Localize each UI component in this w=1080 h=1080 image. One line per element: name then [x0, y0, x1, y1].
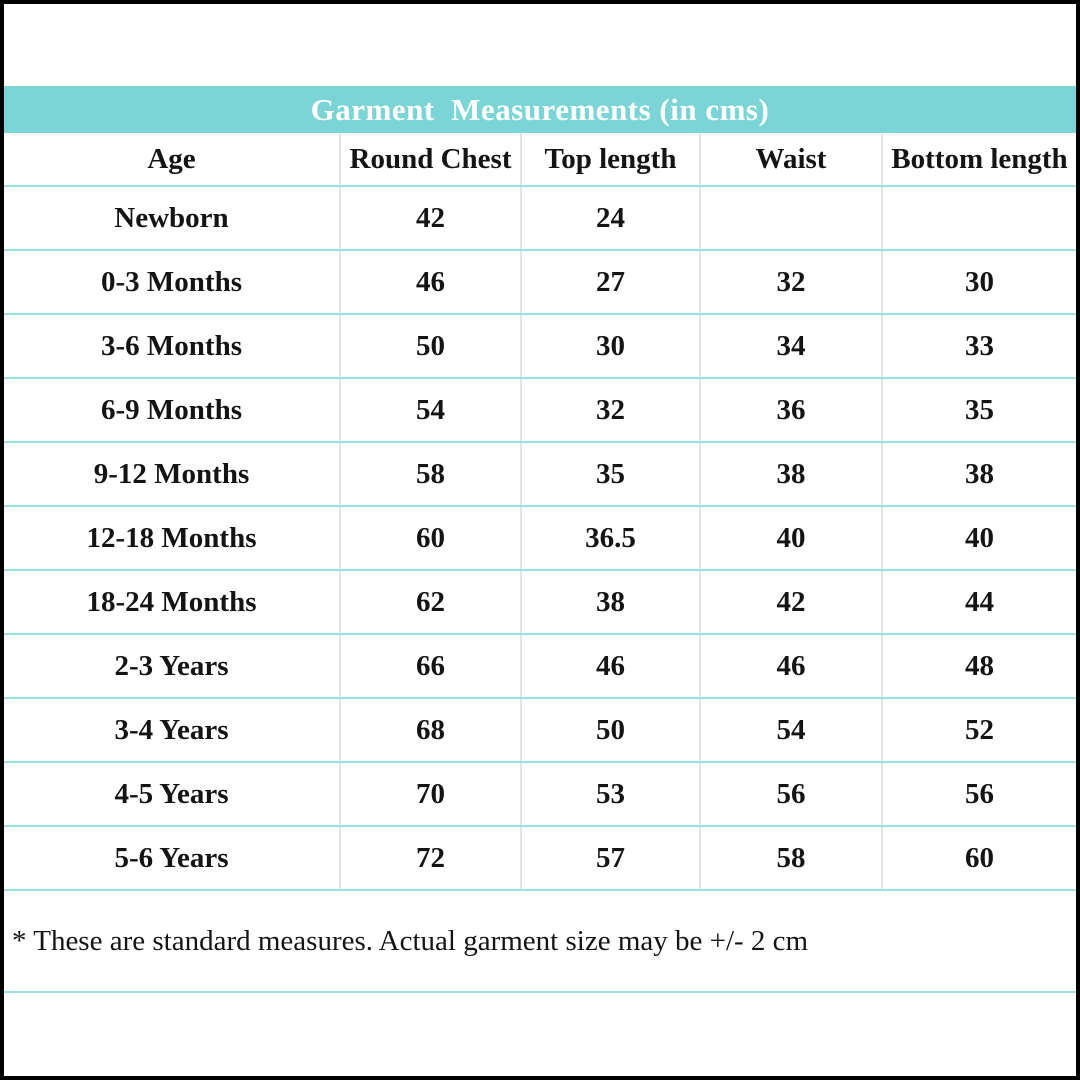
- waist-cell: [699, 187, 881, 249]
- bottom-length-cell: 60: [881, 827, 1076, 889]
- age-cell: 3-4 Years: [114, 713, 229, 746]
- table-row: Newborn 42 24: [4, 187, 1076, 251]
- table-row: 6-9 Months 54 32 36 35: [4, 379, 1076, 443]
- table-row: 3-4 Years 68 50 54 52: [4, 699, 1076, 763]
- top-length-cell: 24: [520, 187, 699, 249]
- bottom-length-cell: 38: [881, 443, 1076, 505]
- column-header-age: Age: [147, 142, 196, 175]
- measurements-table: Age Round Chest Top length Waist Bottom …: [4, 133, 1076, 993]
- table-row: 12-18 Months 60 36.5 40 40: [4, 507, 1076, 571]
- bottom-length-cell: 35: [881, 379, 1076, 441]
- bottom-length-cell: 30: [881, 251, 1076, 313]
- column-header-bottom-length: Bottom length: [881, 133, 1076, 185]
- table-row: 0-3 Months 46 27 32 30: [4, 251, 1076, 315]
- top-length-cell: 35: [520, 443, 699, 505]
- column-header-round-chest: Round Chest: [339, 133, 520, 185]
- table-row: 3-6 Months 50 30 34 33: [4, 315, 1076, 379]
- top-length-cell: 46: [520, 635, 699, 697]
- age-cell: 18-24 Months: [86, 585, 257, 618]
- age-cell: 3-6 Months: [101, 329, 242, 362]
- top-length-cell: 27: [520, 251, 699, 313]
- table-row: 18-24 Months 62 38 42 44: [4, 571, 1076, 635]
- age-cell: 12-18 Months: [86, 521, 257, 554]
- waist-cell: 46: [699, 635, 881, 697]
- top-length-cell: 38: [520, 571, 699, 633]
- round-chest-cell: 60: [339, 507, 520, 569]
- round-chest-cell: 50: [339, 315, 520, 377]
- bottom-length-cell: 33: [881, 315, 1076, 377]
- top-length-cell: 30: [520, 315, 699, 377]
- round-chest-cell: 42: [339, 187, 520, 249]
- table-row: 9-12 Months 58 35 38 38: [4, 443, 1076, 507]
- round-chest-cell: 46: [339, 251, 520, 313]
- table-title: Garment Measurements (in cms): [310, 91, 770, 127]
- round-chest-cell: 68: [339, 699, 520, 761]
- age-cell: Newborn: [114, 201, 229, 234]
- age-cell: 5-6 Years: [114, 841, 229, 874]
- waist-cell: 42: [699, 571, 881, 633]
- waist-cell: 32: [699, 251, 881, 313]
- waist-cell: 40: [699, 507, 881, 569]
- top-length-cell: 50: [520, 699, 699, 761]
- bottom-length-cell: [881, 187, 1076, 249]
- column-header-waist: Waist: [699, 133, 881, 185]
- top-length-cell: 32: [520, 379, 699, 441]
- bottom-length-cell: 52: [881, 699, 1076, 761]
- bottom-length-cell: 44: [881, 571, 1076, 633]
- footnote-text: * These are standard measures. Actual ga…: [12, 924, 809, 957]
- table-title-band: Garment Measurements (in cms): [4, 86, 1076, 133]
- top-length-cell: 53: [520, 763, 699, 825]
- table-row: 2-3 Years 66 46 46 48: [4, 635, 1076, 699]
- table-row: 4-5 Years 70 53 56 56: [4, 763, 1076, 827]
- round-chest-cell: 66: [339, 635, 520, 697]
- waist-cell: 34: [699, 315, 881, 377]
- round-chest-cell: 58: [339, 443, 520, 505]
- waist-cell: 56: [699, 763, 881, 825]
- bottom-length-cell: 40: [881, 507, 1076, 569]
- bottom-length-cell: 56: [881, 763, 1076, 825]
- waist-cell: 36: [699, 379, 881, 441]
- waist-cell: 58: [699, 827, 881, 889]
- waist-cell: 54: [699, 699, 881, 761]
- round-chest-cell: 54: [339, 379, 520, 441]
- age-cell: 0-3 Months: [101, 265, 242, 298]
- bottom-length-cell: 48: [881, 635, 1076, 697]
- round-chest-cell: 62: [339, 571, 520, 633]
- table-row: 5-6 Years 72 57 58 60: [4, 827, 1076, 891]
- waist-cell: 38: [699, 443, 881, 505]
- footnote-row: * These are standard measures. Actual ga…: [4, 891, 1076, 993]
- round-chest-cell: 72: [339, 827, 520, 889]
- round-chest-cell: 70: [339, 763, 520, 825]
- age-cell: 9-12 Months: [93, 457, 250, 490]
- age-cell: 6-9 Months: [101, 393, 242, 426]
- top-length-cell: 36.5: [520, 507, 699, 569]
- top-length-cell: 57: [520, 827, 699, 889]
- age-cell: 2-3 Years: [114, 649, 229, 682]
- table-header-row: Age Round Chest Top length Waist Bottom …: [4, 133, 1076, 187]
- column-header-top-length: Top length: [520, 133, 699, 185]
- top-whitespace: [4, 4, 1076, 86]
- age-cell: 4-5 Years: [114, 777, 229, 810]
